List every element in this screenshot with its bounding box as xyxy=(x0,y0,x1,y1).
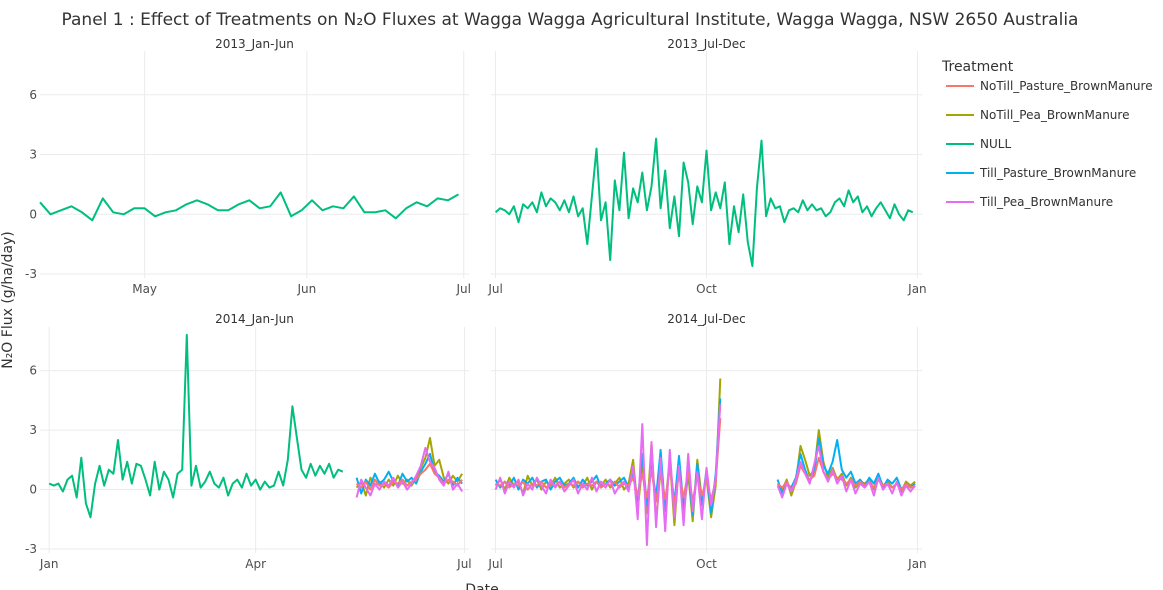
x-tick-label: May xyxy=(132,282,157,296)
x-tick-label: Jul xyxy=(456,282,471,296)
legend[interactable]: Treatment NoTill_Pasture_BrownManure NoTi… xyxy=(941,59,1153,209)
legend-item[interactable]: Till_Pasture_BrownManure xyxy=(946,166,1136,180)
series-line-null[interactable] xyxy=(494,137,914,268)
y-tick-label: 0 xyxy=(29,207,37,221)
x-tick-label: Jun xyxy=(296,282,316,296)
series-line-till-pea-brownmanure[interactable] xyxy=(355,446,463,498)
legend-item[interactable]: Till_Pea_BrownManure xyxy=(946,195,1113,209)
legend-label: NULL xyxy=(980,137,1011,151)
x-tick-label: Jul xyxy=(456,557,471,571)
x-tick-label: Apr xyxy=(245,557,266,571)
legend-label: Till_Pea_BrownManure xyxy=(979,195,1113,209)
facet-strip-label: 2013_Jan-Jun xyxy=(215,37,294,51)
x-tick-label: Jan xyxy=(907,282,927,296)
x-tick-label: Oct xyxy=(696,282,717,296)
facet-strip-label: 2014_Jan-Jun xyxy=(215,312,294,326)
series-line-null[interactable] xyxy=(48,333,344,519)
y-tick-label: 6 xyxy=(29,88,37,102)
x-tick-label: Jul xyxy=(487,282,502,296)
x-axis-label: Date xyxy=(465,582,498,590)
legend-title: Treatment xyxy=(941,59,1014,75)
legend-label: Till_Pasture_BrownManure xyxy=(979,166,1136,180)
y-tick-label: 6 xyxy=(29,364,37,378)
chart-title: Panel 1 : Effect of Treatments on N₂O Fl… xyxy=(62,10,1079,30)
x-tick-label: Oct xyxy=(696,557,717,571)
x-tick-label: Jan xyxy=(39,557,59,571)
legend-label: NoTill_Pea_BrownManure xyxy=(980,108,1129,122)
facet-strip-label: 2014_Jul-Dec xyxy=(667,312,746,326)
facet-panels: 2013_Jan-Jun -3 0 3 6 May Jun Jul 2013_Jul-Dec Ju… xyxy=(25,37,927,571)
facet-strip-label: 2013_Jul-Dec xyxy=(667,37,746,51)
series-line-null[interactable] xyxy=(39,191,459,222)
facet-panel: 2013_Jan-Jun -3 0 3 6 May Jun Jul xyxy=(25,37,471,296)
facet-panel: 2014_Jul-Dec Jul Oct Jan xyxy=(487,312,926,571)
y-tick-label: -3 xyxy=(25,542,37,556)
y-tick-label: 3 xyxy=(29,423,37,437)
legend-item[interactable]: NoTill_Pea_BrownManure xyxy=(946,108,1129,122)
series-line-till-pea-brownmanure[interactable] xyxy=(494,404,916,547)
facet-panel: 2013_Jul-Dec Jul Oct Jan xyxy=(487,37,926,296)
x-tick-label: Jul xyxy=(487,557,502,571)
legend-label: NoTill_Pasture_BrownManure xyxy=(980,79,1153,93)
y-tick-label: 0 xyxy=(29,483,37,497)
facet-panel: 2014_Jan-Jun -3 0 3 6 Jan Apr Jul xyxy=(25,312,472,571)
y-tick-label: -3 xyxy=(25,267,37,281)
y-tick-label: 3 xyxy=(29,148,37,162)
x-tick-label: Jan xyxy=(907,557,927,571)
legend-item[interactable]: NULL xyxy=(946,137,1011,151)
series-line-till-pasture-brownmanure[interactable] xyxy=(494,398,916,517)
y-axis-label: N₂O Flux (g/ha/day) xyxy=(0,231,16,369)
series-line-notill-pea-brownmanure[interactable] xyxy=(494,378,916,527)
legend-item[interactable]: NoTill_Pasture_BrownManure xyxy=(946,79,1153,93)
